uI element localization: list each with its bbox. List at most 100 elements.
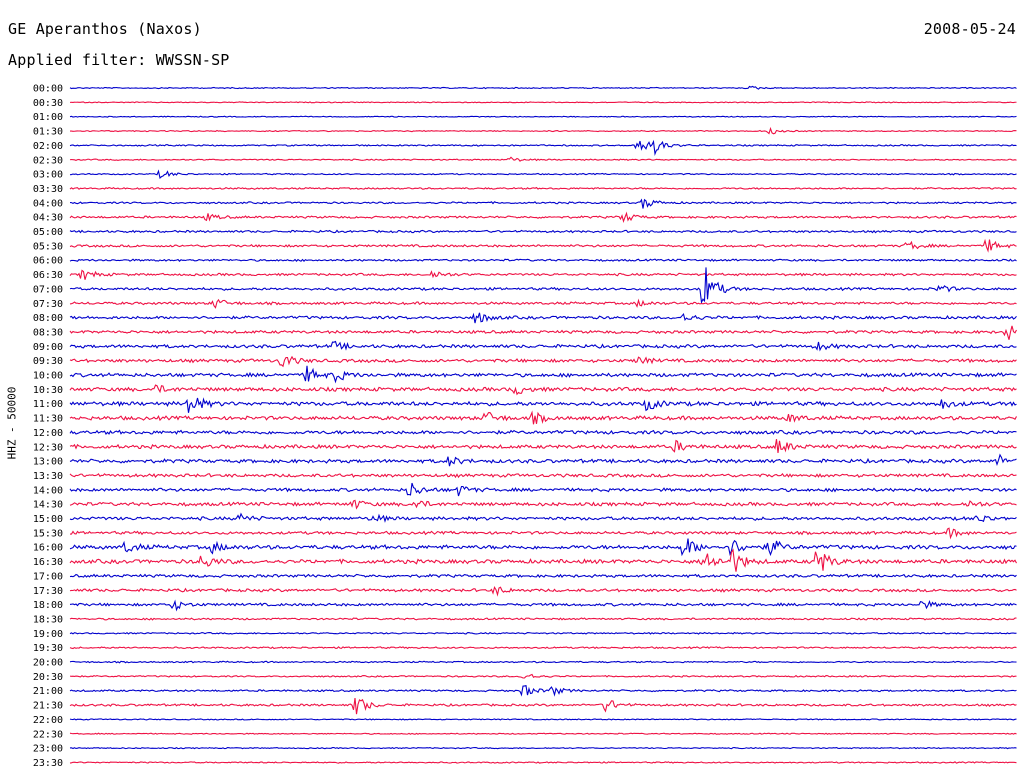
trace-0830 [69,325,1017,340]
time-tick-label: 07:00 [33,284,63,295]
trace-1430 [69,499,1017,510]
time-tick-label: 09:30 [33,356,63,367]
trace-0430 [69,211,1017,223]
time-tick-label: 17:30 [33,586,63,597]
trace-2230 [69,732,1017,735]
time-tick-label: 22:30 [33,729,63,740]
trace-2100 [69,684,1017,697]
time-tick-label: 13:00 [33,457,63,468]
time-tick-label: 07:30 [33,299,63,310]
trace-1730 [69,585,1017,597]
time-tick-label: 04:00 [33,198,63,209]
trace-1630 [69,548,1017,572]
trace-0000 [69,85,1017,90]
time-tick-label: 21:00 [33,686,63,697]
time-tick-label: 21:30 [33,701,63,712]
trace-1930 [69,646,1017,650]
trace-1330 [69,472,1017,479]
time-tick-label: 04:30 [33,213,63,224]
trace-1700 [69,573,1017,579]
time-tick-label: 15:00 [33,514,63,525]
time-tick-label: 08:00 [33,313,63,324]
trace-0730 [69,298,1017,309]
trace-group [69,85,1017,764]
trace-0400 [69,198,1017,209]
time-tick-label: 06:30 [33,270,63,281]
time-tick-label: 08:30 [33,327,63,338]
trace-2330 [69,761,1017,764]
filter-label: Applied filter: WWSSN-SP [8,51,230,69]
trace-1300 [69,453,1017,467]
trace-0900 [69,340,1017,352]
plot-date: 2008-05-24 [923,20,1016,38]
time-tick-label: 15:30 [33,528,63,539]
trace-1200 [69,429,1017,436]
time-tick-label: 00:00 [33,84,63,95]
trace-0130 [69,126,1017,135]
time-tick-label: 18:00 [33,600,63,611]
trace-0500 [69,229,1017,234]
time-tick-label: 12:30 [33,442,63,453]
time-tick-label: 13:30 [33,471,63,482]
trace-0300 [69,169,1017,179]
trace-1900 [69,631,1017,635]
trace-0630 [69,269,1017,280]
trace-1530 [69,527,1017,540]
trace-1800 [69,599,1017,612]
time-tick-label: 10:30 [33,385,63,396]
trace-2000 [69,660,1017,664]
time-tick-label: 09:00 [33,342,63,353]
trace-0200 [69,139,1017,156]
time-tick-label: 14:00 [33,485,63,496]
time-tick-label: 02:00 [33,141,63,152]
trace-1030 [69,384,1017,396]
time-tick-label: 18:30 [33,614,63,625]
trace-1130 [69,410,1017,425]
time-tick-label: 23:30 [33,758,63,769]
time-tick-label: 11:30 [33,414,63,425]
time-tick-label: 19:30 [33,643,63,654]
trace-0930 [69,355,1017,368]
time-tick-label: 06:00 [33,256,63,267]
trace-2200 [69,718,1017,721]
time-tick-label: 10:00 [33,371,63,382]
time-tick-label: 17:00 [33,571,63,582]
time-tick-label: 02:30 [33,155,63,166]
time-tick-label: 23:00 [33,744,63,755]
time-tick-label: 16:30 [33,557,63,568]
time-tick-label: 03:00 [33,170,63,181]
time-tick-label: 12:00 [33,428,63,439]
trace-1400 [69,482,1017,497]
trace-0600 [69,258,1017,262]
trace-0100 [69,115,1017,118]
trace-0230 [69,156,1017,162]
trace-0530 [69,238,1017,253]
time-tick-label: 03:30 [33,184,63,195]
time-tick-label: 22:00 [33,715,63,726]
time-tick-label: 19:00 [33,629,63,640]
station-title: GE Aperanthos (Naxos) [8,20,202,38]
trace-1500 [69,512,1017,523]
time-tick-label: 20:00 [33,658,63,669]
trace-1100 [69,397,1017,413]
trace-0800 [69,312,1017,324]
time-tick-labels: 00:00 00:30 01:00 01:30 02:00 02:30 03:00 03:30… [33,84,63,769]
trace-0030 [69,101,1017,104]
trace-0330 [69,186,1017,190]
trace-2300 [69,746,1017,750]
trace-1230 [69,439,1017,454]
trace-2030 [69,673,1017,679]
trace-1600 [69,538,1017,557]
trace-1000 [69,365,1017,384]
time-tick-label: 01:30 [33,127,63,138]
time-tick-label: 11:00 [33,399,63,410]
time-tick-label: 14:30 [33,500,63,511]
time-tick-label: 16:00 [33,543,63,554]
trace-0700 [69,267,1017,305]
time-tick-label: 00:30 [33,98,63,109]
trace-2130 [69,697,1017,715]
trace-1830 [69,617,1017,621]
time-tick-label: 05:00 [33,227,63,238]
time-tick-label: 20:30 [33,672,63,683]
